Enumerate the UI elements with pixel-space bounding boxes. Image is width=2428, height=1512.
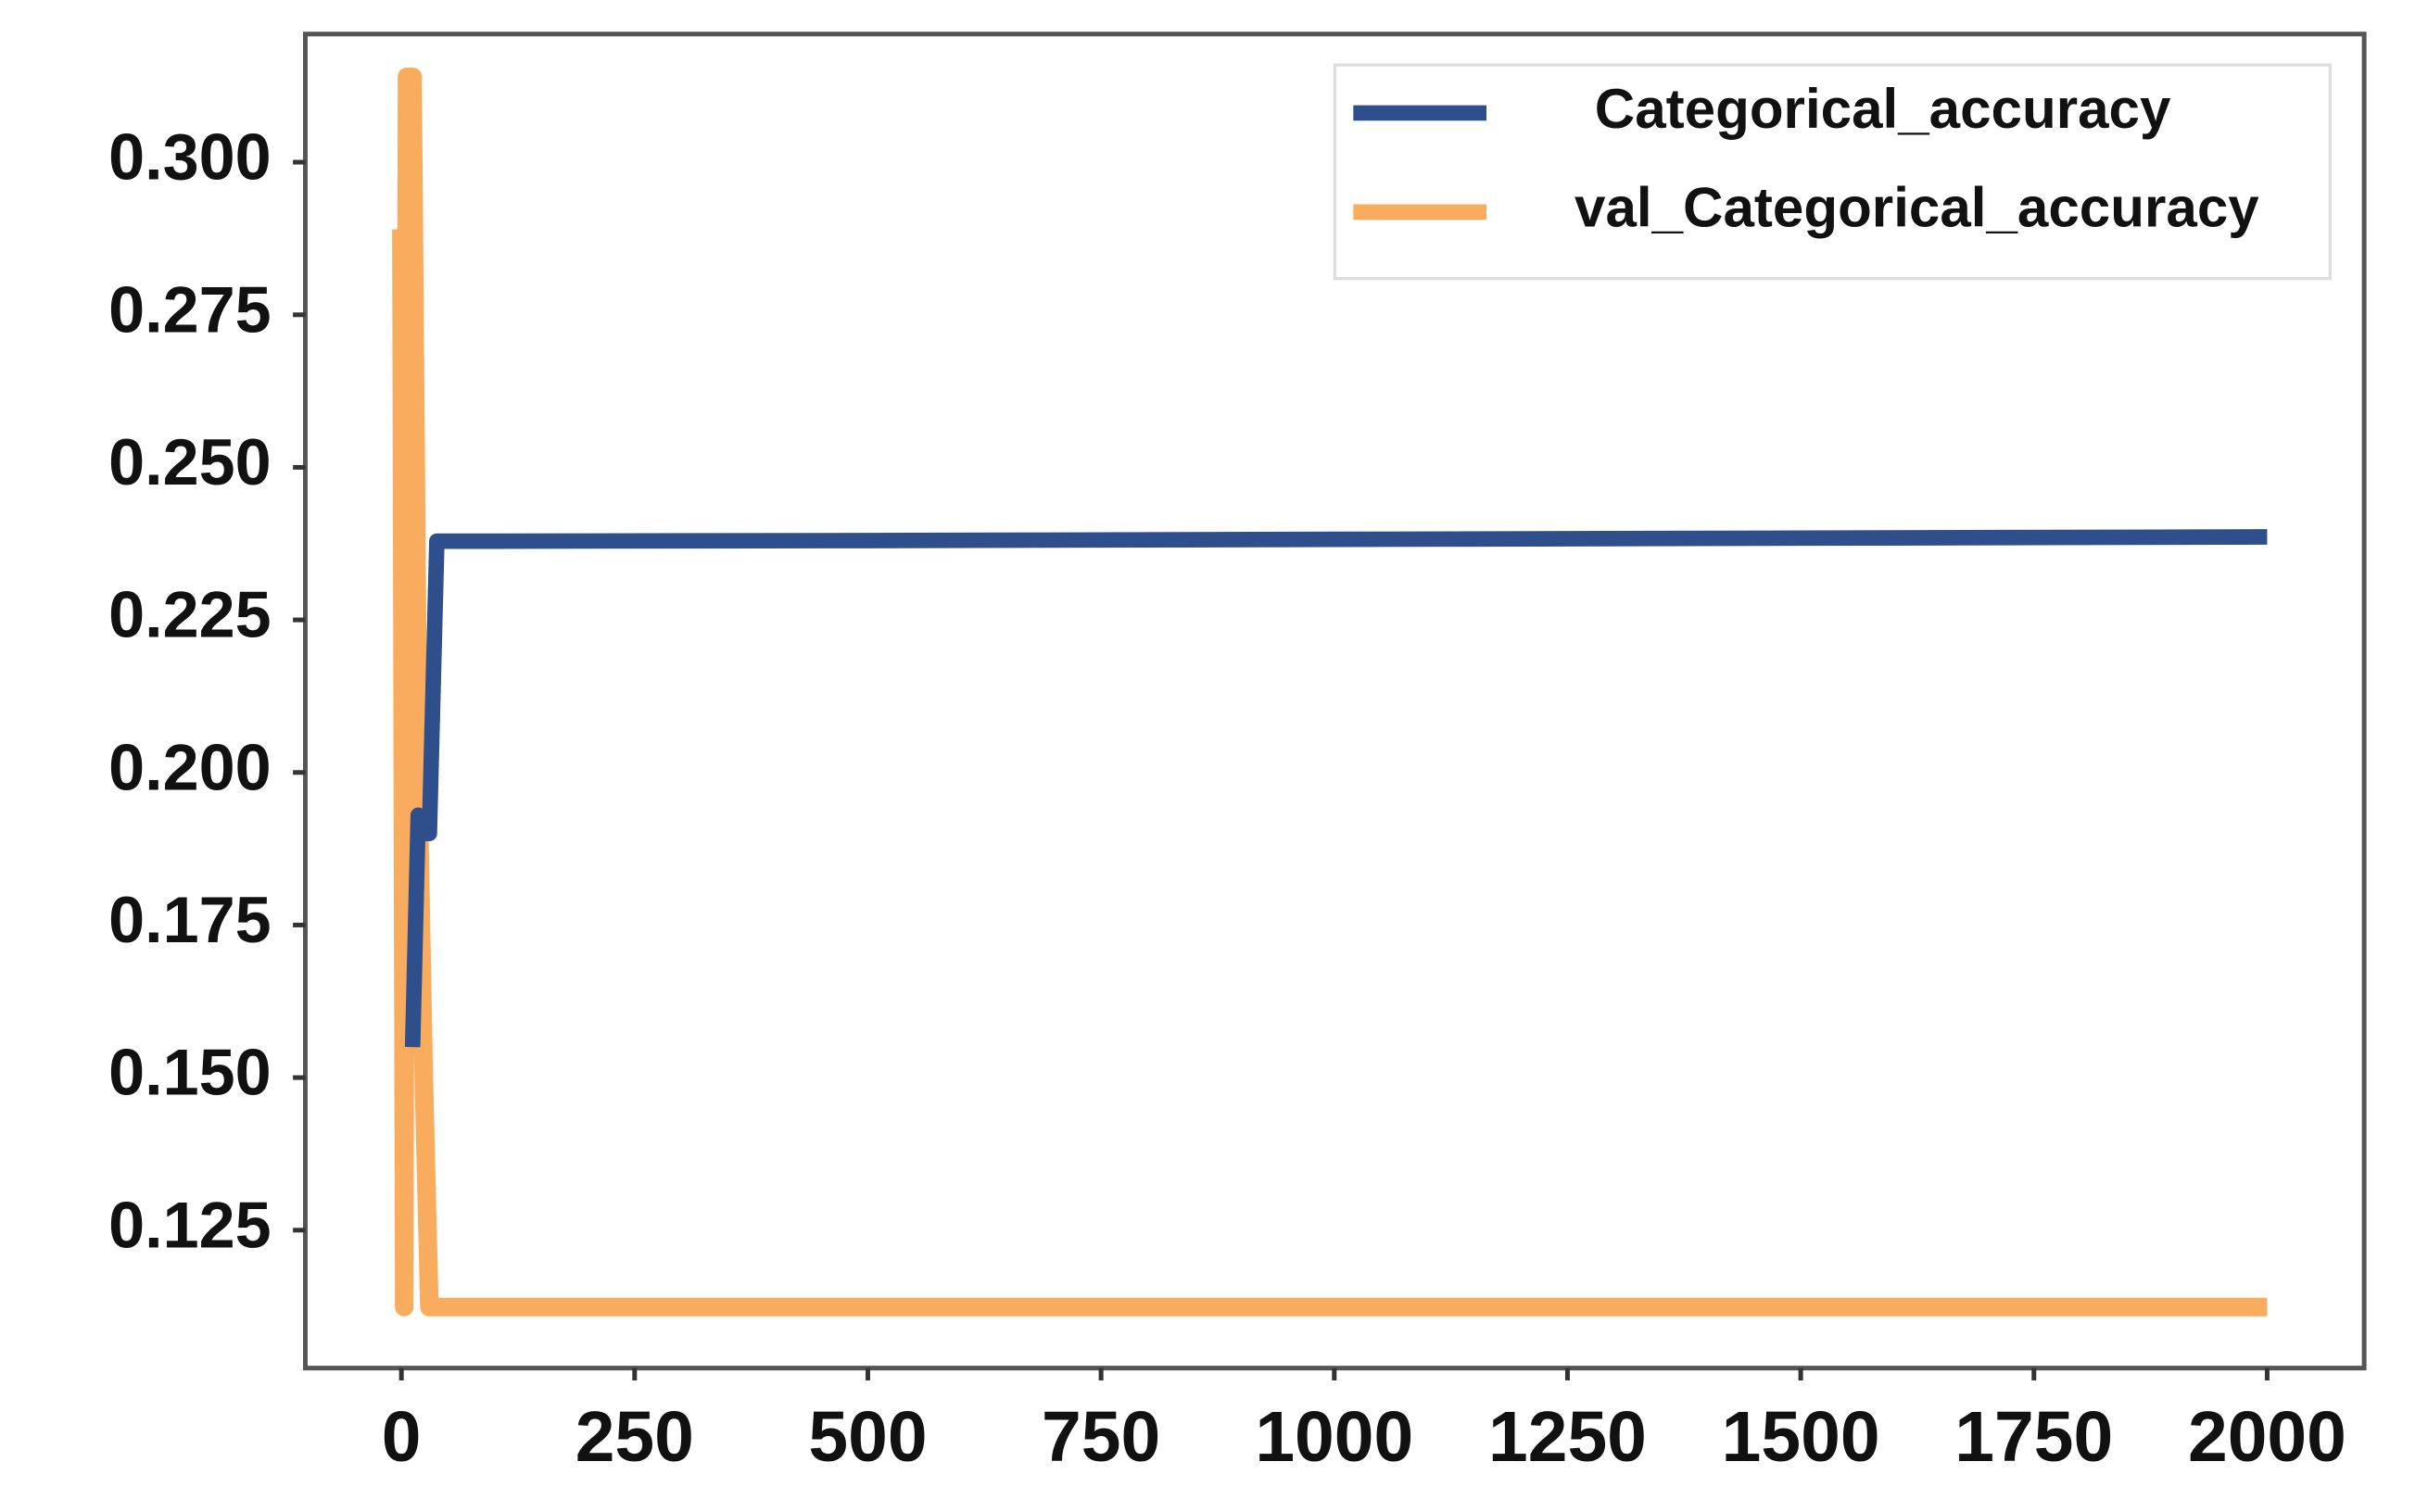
series-line: [392, 67, 2268, 1317]
x-tick-label: 1500: [1722, 1397, 1880, 1477]
x-tick-label: 500: [808, 1397, 927, 1477]
x-tick-label: 0: [382, 1397, 422, 1477]
y-tick-label: 0.300: [108, 120, 272, 194]
series-line: [404, 529, 2268, 1048]
legend-box: [1333, 63, 2333, 281]
legend-label: Categorical_accuracy: [1595, 78, 2171, 140]
y-tick-label: 0.150: [108, 1036, 272, 1109]
x-tick-label: 1000: [1255, 1397, 1413, 1477]
x-tick-label: 250: [575, 1397, 694, 1477]
x-tick-label: 2000: [2188, 1397, 2346, 1477]
legend: Categorical_accuracy val_Categorical_accu…: [1333, 63, 2333, 281]
y-tick-label: 0.125: [108, 1188, 272, 1261]
legend-label: val_Categorical_accuracy: [1574, 177, 2259, 239]
y-tick-label: 0.275: [108, 272, 272, 346]
y-tick-label: 0.175: [108, 883, 272, 956]
y-tick-label: 0.200: [108, 730, 272, 803]
x-tick-label: 750: [1042, 1397, 1160, 1477]
x-tick-label: 1250: [1488, 1397, 1647, 1477]
y-tick-label: 0.225: [108, 578, 272, 651]
x-tick-label: 1750: [1954, 1397, 2113, 1477]
y-tick-label: 0.250: [108, 425, 272, 498]
